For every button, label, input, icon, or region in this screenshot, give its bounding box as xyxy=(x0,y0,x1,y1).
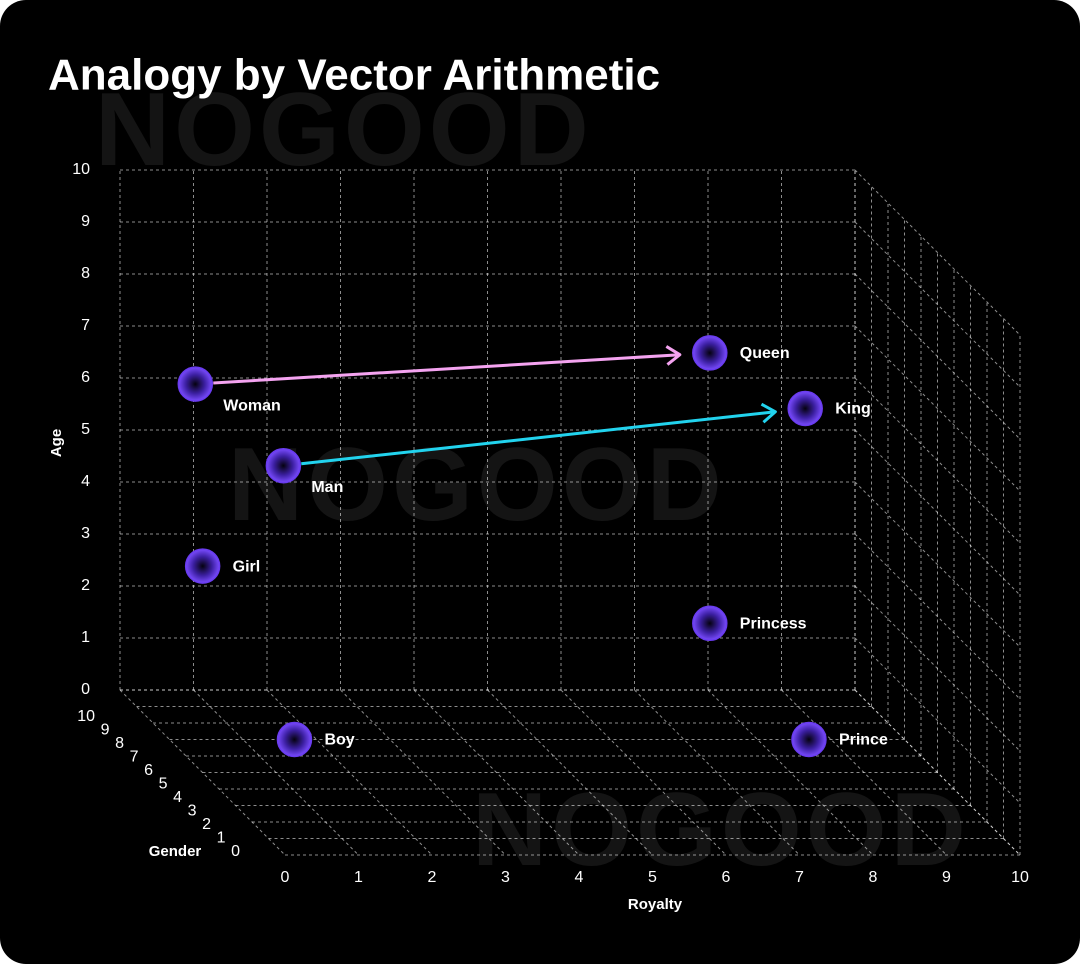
x-tick-label: 4 xyxy=(575,869,584,886)
arrow-line xyxy=(301,410,776,466)
y-tick-label: 8 xyxy=(115,735,124,752)
chart-title: Analogy by Vector Arithmetic xyxy=(48,51,660,100)
x-tick-label: 6 xyxy=(722,869,731,886)
z-tick-label: 8 xyxy=(81,265,90,282)
z-tick-label: 3 xyxy=(81,525,90,542)
y-tick-label: 6 xyxy=(144,762,153,779)
z-tick-label: 6 xyxy=(81,369,90,386)
point-label: Girl xyxy=(233,558,261,575)
point xyxy=(184,548,221,584)
x-tick-label: 9 xyxy=(942,869,951,886)
point xyxy=(791,721,827,758)
y-tick-label: 0 xyxy=(231,843,240,860)
grid-line xyxy=(634,689,800,856)
y-tick-label: 2 xyxy=(202,816,211,833)
point-label: Queen xyxy=(740,345,790,362)
point-label: Boy xyxy=(324,732,354,749)
x-tick-label: 2 xyxy=(428,869,437,886)
x-axis-label: Royalty xyxy=(628,896,683,913)
arrow-head xyxy=(665,345,682,366)
y-tick-label: 3 xyxy=(188,803,197,820)
point-label: Woman xyxy=(223,397,280,414)
grid-line xyxy=(854,637,1021,804)
point xyxy=(177,366,214,402)
point-label: King xyxy=(835,401,871,418)
point xyxy=(692,335,728,371)
z-tick-label: 5 xyxy=(81,421,90,438)
x-tick-label: 3 xyxy=(501,869,510,886)
x-tick-label: 10 xyxy=(1011,869,1029,886)
y-tick-label: 10 xyxy=(77,708,95,725)
x-tick-label: 1 xyxy=(354,869,363,886)
x-tick-label: 7 xyxy=(795,869,804,886)
z-tick-label: 9 xyxy=(81,213,90,230)
point xyxy=(276,721,313,758)
point xyxy=(265,447,302,484)
z-tick-label: 1 xyxy=(81,629,90,646)
x-tick-label: 0 xyxy=(281,869,290,886)
arrow-line xyxy=(213,353,680,385)
point-label: Prince xyxy=(839,732,888,749)
point-label: Man xyxy=(311,479,343,496)
z-tick-label: 2 xyxy=(81,577,90,594)
watermark: NOGOOD xyxy=(228,427,726,543)
point xyxy=(692,605,728,642)
arrow-head xyxy=(760,402,777,424)
point xyxy=(787,390,823,427)
z-axis-label: Age xyxy=(48,429,65,457)
grid-line xyxy=(854,169,1021,336)
y-tick-label: 9 xyxy=(101,722,110,739)
y-tick-label: 7 xyxy=(130,749,139,766)
grid-line xyxy=(340,689,506,856)
y-tick-label: 4 xyxy=(173,789,182,806)
watermark: NOGOOD xyxy=(95,72,593,188)
y-tick-label: 1 xyxy=(217,830,226,847)
grid-line xyxy=(854,325,1021,492)
point-label: Princess xyxy=(740,616,807,633)
y-axis-label: Gender xyxy=(149,843,202,860)
z-tick-label: 0 xyxy=(81,681,90,698)
z-tick-label: 4 xyxy=(81,473,90,490)
x-tick-label: 5 xyxy=(648,869,657,886)
marks: Queen King Woman Man Girl Princess Boy Prince xyxy=(177,335,888,758)
z-tick-label: 7 xyxy=(81,317,90,334)
x-tick-label: 8 xyxy=(869,869,878,886)
z-tick-label: 10 xyxy=(72,161,90,178)
grid-line xyxy=(854,481,1021,648)
y-tick-label: 5 xyxy=(159,776,168,793)
